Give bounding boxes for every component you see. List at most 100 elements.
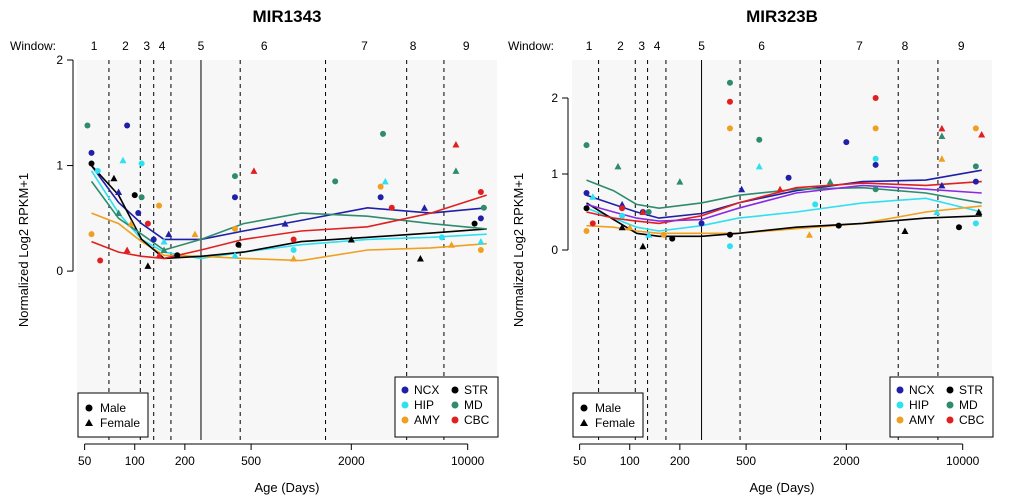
y-tick-label: 0 (56, 264, 63, 278)
point-cbc (452, 140, 460, 148)
legend-marker-str (451, 386, 459, 394)
point-ncx (124, 122, 131, 129)
window-number: 8 (410, 39, 417, 53)
point-str (835, 222, 842, 229)
legend-label-md: MD (464, 398, 483, 412)
window-number: 6 (758, 39, 765, 53)
point-ncx (785, 174, 792, 181)
legend-label-hip: HIP (414, 398, 434, 412)
window-number: 1 (91, 39, 98, 53)
legend-marker-ncx (896, 386, 904, 394)
point-str (110, 174, 118, 182)
legend-region-box (889, 376, 994, 438)
legend-marker-hip (896, 401, 904, 409)
point-cbc (97, 257, 104, 264)
legend-label-md: MD (959, 398, 978, 412)
series-line-str (90, 165, 487, 260)
x-tick-label: 500 (736, 454, 756, 468)
point-str (144, 262, 152, 269)
point-hip (872, 155, 879, 162)
legend-female-marker (580, 419, 588, 426)
y-axis-label: Normalized Log2 RPKM+1 (16, 173, 31, 327)
series-line-hip (586, 197, 982, 232)
series-line-linepurple (586, 184, 982, 222)
legend-marker-md (451, 401, 459, 409)
point-md (726, 79, 733, 86)
window-number: 2 (122, 39, 129, 53)
window-label: Window: (10, 39, 56, 53)
legend-label-amy: AMY (909, 413, 935, 427)
point-amy (88, 231, 95, 238)
point-md (938, 132, 946, 139)
point-str (583, 205, 590, 212)
legend-marker-amy (896, 416, 904, 424)
point-amy (660, 231, 667, 238)
x-tick-label: 2000 (833, 454, 860, 468)
point-amy (626, 223, 634, 231)
point-md (756, 136, 763, 143)
point-hip (589, 193, 597, 200)
point-amy (872, 125, 879, 132)
window-number: 7 (856, 39, 863, 53)
point-amy (477, 247, 484, 253)
point-cbc (123, 246, 131, 253)
point-amy (231, 225, 238, 232)
point-ncx (150, 236, 157, 243)
point-cbc (155, 251, 163, 259)
point-str (955, 224, 962, 231)
legend-marker-str (946, 386, 954, 394)
point-ncx (972, 178, 979, 185)
y-axis-label: Normalized Log2 RPKM+1 (511, 173, 526, 327)
window-number: 8 (902, 39, 909, 53)
legend-female-marker (85, 419, 93, 426)
x-axis-label: Age (Days) (254, 480, 319, 495)
legend-male-marker (580, 404, 588, 412)
point-str (174, 252, 181, 259)
point-hip (119, 156, 127, 164)
point-ncx (281, 220, 289, 227)
point-str (471, 220, 478, 227)
window-number: 7 (361, 39, 368, 53)
legend-label-str: STR (959, 383, 983, 397)
point-ncx (88, 149, 95, 156)
point-str (347, 235, 355, 243)
point-cbc (388, 204, 395, 211)
point-md (645, 209, 652, 215)
point-cbc (589, 220, 596, 227)
legend-marker-cbc (946, 416, 954, 424)
legend-label-cbc: CBC (959, 413, 985, 427)
point-hip (755, 162, 763, 170)
chart-title: MIR1343 (253, 7, 322, 26)
point-amy (448, 241, 456, 248)
legend-marker-md (946, 401, 954, 409)
y-tick-label: 2 (551, 91, 558, 105)
window-number: 9 (958, 39, 965, 53)
series-line-cbc (586, 180, 982, 225)
x-axis-label: Age (Days) (749, 480, 814, 495)
point-md (332, 178, 339, 185)
point-cbc (978, 130, 986, 138)
point-str (669, 235, 676, 242)
point-amy (726, 125, 733, 132)
point-str (975, 208, 983, 215)
point-md (138, 194, 145, 201)
point-str (131, 192, 138, 199)
point-md (826, 178, 834, 185)
point-hip (645, 231, 653, 238)
point-cbc (250, 167, 258, 174)
point-ncx (938, 181, 946, 189)
legend-female-label: Female (595, 416, 635, 430)
point-str (618, 223, 626, 231)
point-cbc (144, 220, 151, 227)
point-hip (726, 243, 733, 250)
point-ncx (115, 188, 123, 195)
point-str (726, 231, 733, 238)
point-md (380, 130, 387, 137)
point-md (614, 162, 622, 170)
point-hip (619, 212, 626, 219)
legend-marker-ncx (401, 386, 409, 394)
legend-male-label: Male (100, 401, 126, 415)
point-amy (127, 220, 135, 227)
x-tick-label: 500 (241, 454, 261, 468)
point-hip (231, 251, 239, 259)
